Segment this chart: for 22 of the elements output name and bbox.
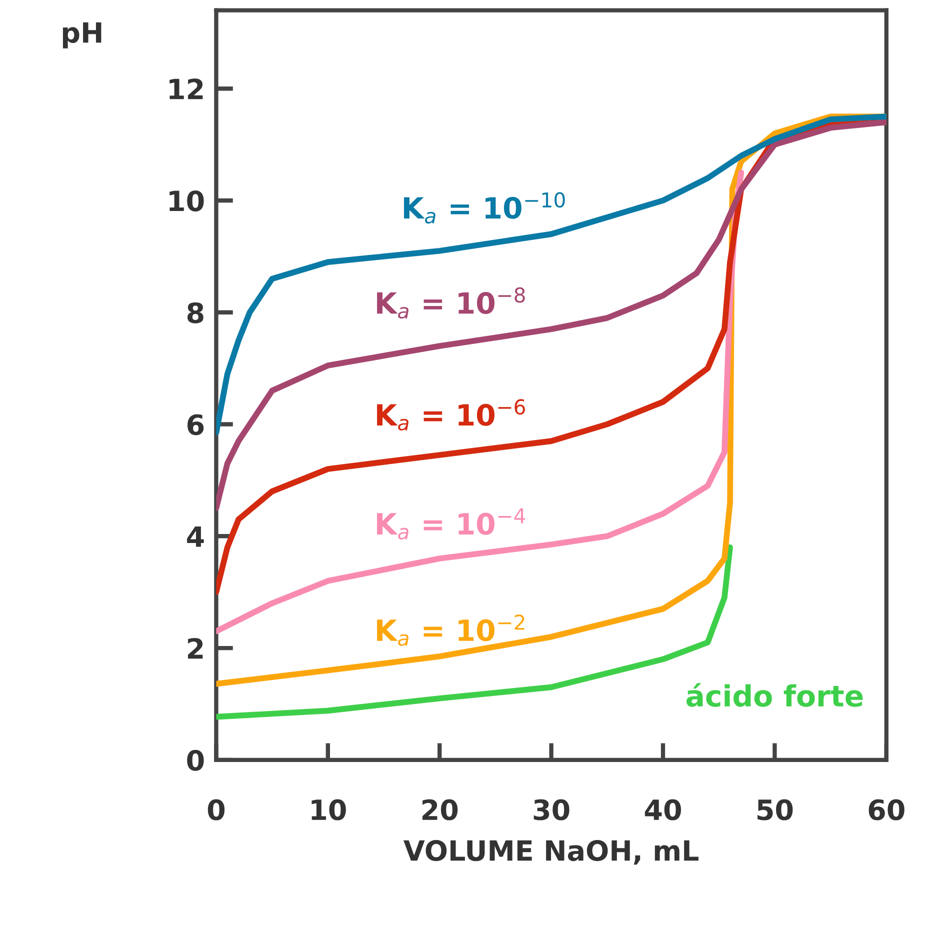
series-label: K$_{a}$ = 10$^{−2}$ xyxy=(377,614,524,646)
x-tick-label: 0 xyxy=(208,799,225,820)
x-tick-label: 30 xyxy=(534,799,570,820)
x-tick-label: 60 xyxy=(868,799,904,820)
x-tick-label: 50 xyxy=(758,799,793,820)
y-tick-label: 10 xyxy=(170,190,204,212)
series-label: K$_{a}$ = 10$^{−6}$ xyxy=(377,399,525,431)
x-tick-label: 20 xyxy=(422,799,458,820)
series-label: ácido forte xyxy=(686,683,863,707)
y-tick-label: 0 xyxy=(187,750,204,771)
y-tick-label: 2 xyxy=(188,638,203,659)
series-label: K$_{a}$ = 10$^{−4}$ xyxy=(377,508,526,540)
y-axis-title: pH xyxy=(62,22,102,48)
y-tick-label: 4 xyxy=(187,526,204,547)
x-tick-label: 10 xyxy=(312,799,346,820)
y-tick-label: 6 xyxy=(188,414,204,436)
x-tick-label: 40 xyxy=(644,799,681,820)
series-label: K$_{a}$ = 10$^{−8}$ xyxy=(377,287,525,319)
series-label: K$_{a}$ = 10$^{−10}$ xyxy=(404,192,565,224)
x-axis-title: VOLUME NaOH, mL xyxy=(403,840,698,865)
y-tick-label: 8 xyxy=(187,302,204,324)
y-tick-label: 12 xyxy=(170,78,203,100)
